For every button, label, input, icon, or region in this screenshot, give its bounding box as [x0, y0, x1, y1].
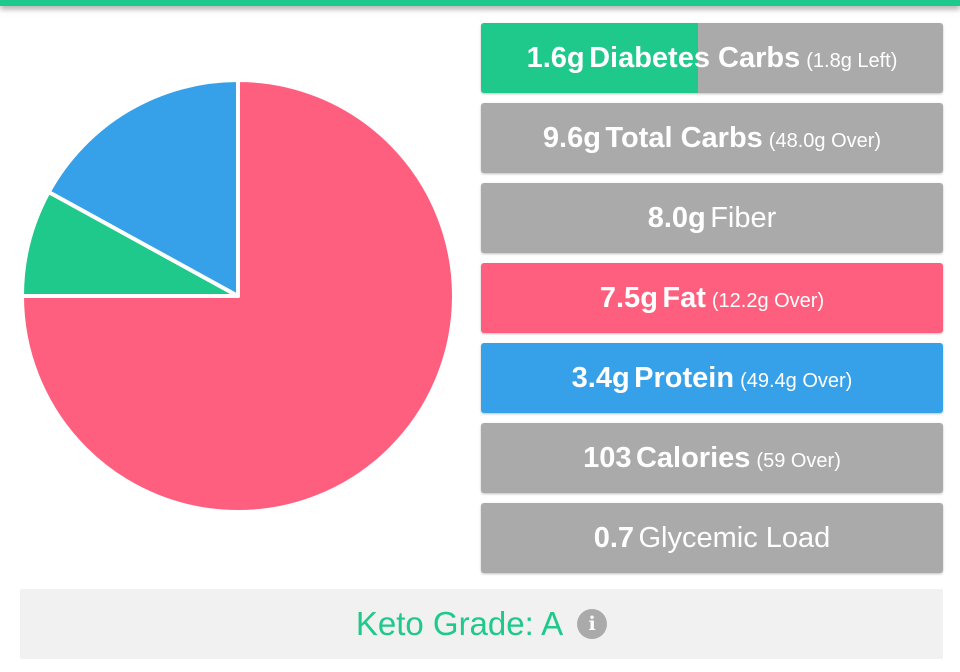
stat-row-fiber: 8.0g Fiber [481, 183, 943, 253]
stat-value: 1.6g [526, 41, 585, 74]
stat-row-total-carbs: 9.6g Total Carbs (48.0g Over) [481, 103, 943, 173]
macro-pie-chart [20, 78, 456, 514]
stat-row-calories: 103 Calories (59 Over) [481, 423, 943, 493]
keto-grade-bar: Keto Grade: A i [20, 589, 943, 659]
stat-label: Protein [634, 361, 735, 394]
stat-row-glycemic-load: 0.7 Glycemic Load [481, 503, 943, 573]
progress-fill [481, 23, 699, 93]
nutrition-stats-list: 1.6g Diabetes Carbs (1.8g Left) 9.6g Total… [481, 23, 943, 583]
stat-value: 8.0g [647, 201, 706, 234]
stat-remaining: (1.8g Left) [806, 49, 898, 72]
stat-value: 7.5g [599, 281, 658, 314]
stat-row-diabetes-carbs: 1.6g Diabetes Carbs (1.8g Left) [481, 23, 943, 93]
stat-label: Fiber [710, 201, 777, 234]
stat-label: Total Carbs [605, 121, 763, 154]
pie-svg [20, 78, 456, 514]
info-icon[interactable]: i [577, 609, 608, 639]
stat-text: 7.5g Fat (12.2g Over) [600, 282, 824, 315]
top-accent-bar [0, 0, 960, 6]
stat-label: Fat [662, 281, 706, 314]
keto-grade-label: Keto Grade: A [355, 605, 564, 642]
stat-remaining: (59 Over) [756, 449, 841, 472]
stat-value: 0.7 [593, 521, 635, 554]
stat-remaining: (12.2g Over) [711, 289, 825, 312]
stat-text: 1.6g Diabetes Carbs (1.8g Left) [527, 42, 898, 75]
stat-value: 3.4g [571, 361, 630, 394]
pie-slice-1 [20, 189, 240, 298]
pie-slice-2 [46, 78, 240, 298]
stat-label: Calories [635, 441, 751, 474]
stat-text: 3.4g Protein (49.4g Over) [572, 362, 853, 395]
stat-text: 0.7 Glycemic Load [594, 522, 831, 555]
stat-label: Glycemic Load [638, 521, 831, 554]
stat-value: 103 [583, 441, 632, 474]
stat-text: 9.6g Total Carbs (48.0g Over) [543, 122, 881, 155]
stat-row-protein: 3.4g Protein (49.4g Over) [481, 343, 943, 413]
stat-label: Diabetes Carbs [589, 41, 801, 74]
stat-text: 8.0g Fiber [648, 202, 777, 235]
stat-value: 9.6g [542, 121, 601, 154]
stat-text: 103 Calories (59 Over) [583, 442, 841, 475]
stat-remaining: (49.4g Over) [740, 369, 853, 392]
stat-row-fat: 7.5g Fat (12.2g Over) [481, 263, 943, 333]
stat-remaining: (48.0g Over) [768, 129, 882, 152]
